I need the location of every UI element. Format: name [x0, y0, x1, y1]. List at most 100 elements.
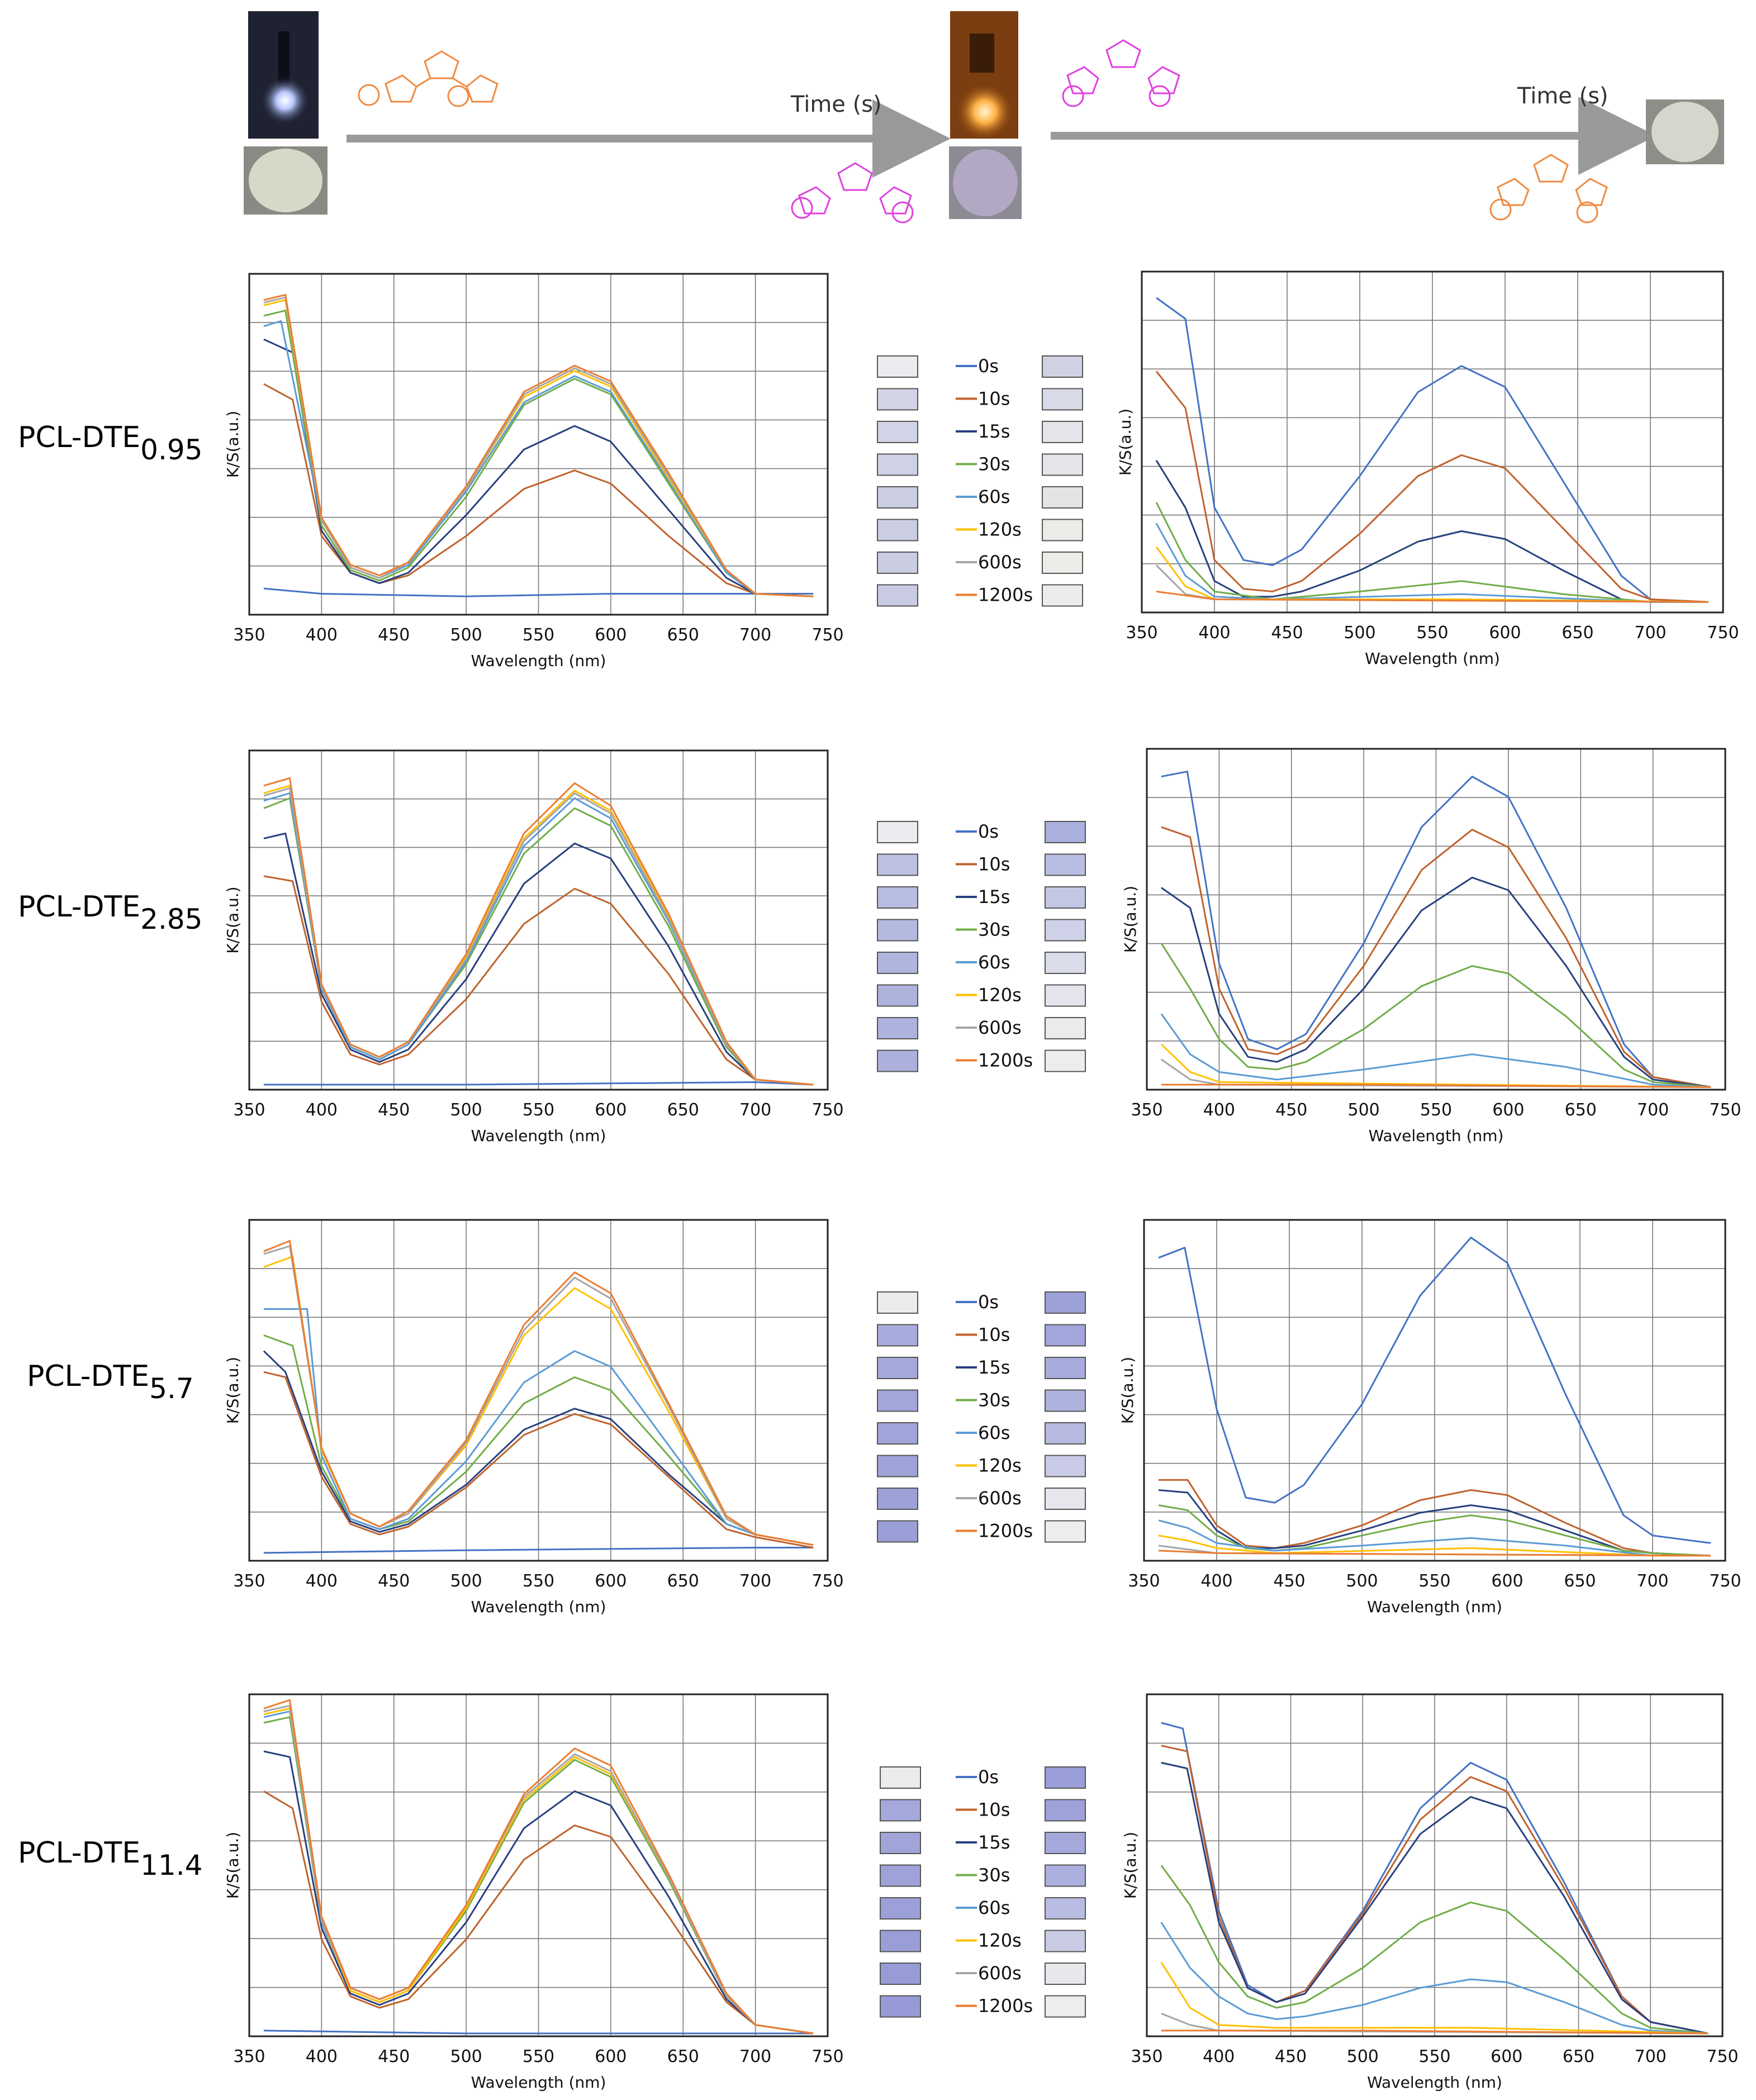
x-tick-label: 450	[378, 1571, 410, 1591]
fading-chart-5.7: 350 400 450 500 550 600 650 700 750 Wavelength (n…	[1118, 1219, 1741, 1616]
series-line-0s	[263, 2030, 814, 2035]
plot-frame	[248, 1693, 829, 2037]
coloring-swatches-2.85	[877, 821, 918, 1072]
x-tick-label: 600	[595, 2047, 627, 2066]
color-swatch	[877, 421, 918, 443]
sample-label: PCL-DTE2.85	[18, 890, 202, 935]
legend-label: 15s	[978, 1832, 1010, 1853]
coloring-chart-2.85: 350 400 450 500 550 600 650 700 750 Wavelength (n…	[224, 749, 844, 1145]
legend-5.7: 0s 10s 15s 30s 60s 120s 600s 1200s	[956, 1291, 1033, 1542]
x-tick-label: 550	[523, 2047, 554, 2066]
x-tick-label: 700	[739, 1571, 771, 1591]
y-axis-label: K/S(a.u.)	[1121, 886, 1140, 953]
x-tick-label: 600	[595, 625, 627, 645]
x-tick-label: 650	[1562, 623, 1593, 643]
legend-label: 1200s	[978, 1996, 1033, 2017]
legend-label: 30s	[978, 1865, 1010, 1886]
x-tick-label: 450	[378, 2047, 410, 2066]
color-swatch	[1042, 453, 1083, 476]
series-line-10s	[1155, 370, 1709, 603]
legend-label: 15s	[978, 421, 1010, 442]
legend-entry: 15s	[956, 886, 1010, 908]
sample-label: PCL-DTE5.7	[27, 1360, 194, 1405]
x-axis-label: Wavelength (nm)	[1367, 2073, 1502, 2092]
header: Time (s) Time (s)	[244, 11, 1724, 224]
molecule-closed-form-icon-2	[1062, 39, 1180, 107]
x-tick-label: 750	[811, 625, 843, 645]
color-swatch	[877, 1017, 918, 1039]
series-line-30s	[263, 1334, 814, 1546]
color-swatch	[1045, 919, 1086, 942]
coloring-chart-0.95: 350 400 450 500 550 600 650 700 750 Wavelength (n…	[224, 273, 844, 670]
color-swatch	[880, 1995, 921, 2018]
x-axis-label: Wavelength (nm)	[471, 1127, 606, 1145]
series-line-600s	[263, 787, 814, 1086]
x-axis-label: Wavelength (nm)	[471, 652, 606, 670]
x-tick-label: 750	[1709, 1100, 1741, 1120]
legend-label: 15s	[978, 1357, 1010, 1378]
x-tick-label: 550	[523, 1100, 554, 1120]
series-line-10s	[263, 1790, 814, 2035]
color-swatch	[880, 1766, 921, 1789]
legend-label: 60s	[978, 486, 1010, 507]
color-swatch	[877, 453, 918, 476]
series-line-60s	[1160, 1922, 1708, 2035]
fading-chart-0.95: 350 400 450 500 550 600 650 700 750 Wavelength (n…	[1116, 270, 1739, 668]
x-tick-label: 750	[811, 1100, 843, 1120]
x-tick-label: 350	[1131, 1100, 1162, 1120]
sample-disc-faded-photo	[1646, 99, 1724, 164]
legend-label: 60s	[978, 1897, 1010, 1918]
coloring-swatches-0.95	[877, 355, 918, 607]
x-tick-label: 350	[1128, 1571, 1160, 1591]
legend-label: 120s	[978, 1455, 1022, 1476]
color-swatch	[877, 821, 918, 843]
color-swatch	[1045, 821, 1086, 843]
legend-label: 0s	[978, 821, 999, 842]
x-tick-label: 650	[667, 1571, 699, 1591]
legend-entry: 0s	[956, 355, 999, 377]
legend-label: 1200s	[978, 585, 1033, 606]
legend-entry: 120s	[956, 1930, 1022, 1951]
x-tick-label: 750	[1706, 2047, 1738, 2066]
x-tick-label: 450	[1275, 2047, 1307, 2066]
x-tick-label: 600	[1492, 1100, 1524, 1120]
x-tick-label: 750	[811, 2047, 843, 2066]
coloring-swatches-11.4	[880, 1766, 921, 2018]
x-tick-label: 650	[1564, 1571, 1596, 1591]
fading-swatches-11.4	[1045, 1766, 1086, 2018]
color-swatch	[1045, 1049, 1086, 1072]
legend-entry: 30s	[956, 919, 1010, 940]
color-swatch	[1045, 1799, 1086, 1822]
legend-entry: 60s	[956, 1422, 1010, 1443]
x-tick-label: 600	[1491, 2047, 1522, 2066]
x-tick-label: 350	[233, 2047, 265, 2066]
series-line-15s	[263, 1350, 814, 1546]
legend-entry: 15s	[956, 421, 1010, 442]
legend-label: 10s	[978, 1799, 1010, 1821]
x-tick-label: 700	[1636, 1571, 1668, 1591]
x-tick-label: 550	[1416, 623, 1448, 643]
color-swatch	[877, 486, 918, 509]
series-line-120s	[1160, 1961, 1708, 2035]
legend-label: 15s	[978, 886, 1010, 908]
x-tick-label: 600	[1491, 1571, 1523, 1591]
legend-entry: 15s	[956, 1357, 1010, 1378]
color-swatch	[877, 919, 918, 942]
legend-label: 600s	[978, 1963, 1022, 1984]
color-swatch	[880, 1963, 921, 1985]
color-swatch	[877, 1422, 918, 1445]
legend-entry: 120s	[956, 1455, 1022, 1476]
x-tick-label: 500	[1344, 623, 1375, 643]
legend-entry: 30s	[956, 1865, 1010, 1886]
x-axis-label: Wavelength (nm)	[1365, 649, 1500, 668]
x-tick-label: 750	[811, 1571, 843, 1591]
x-tick-label: 450	[378, 625, 410, 645]
x-tick-label: 500	[1347, 2047, 1379, 2066]
x-tick-label: 600	[1489, 623, 1521, 643]
plot-frame	[248, 273, 829, 616]
x-tick-label: 400	[1200, 1571, 1232, 1591]
x-tick-label: 650	[667, 625, 699, 645]
x-tick-label: 700	[739, 625, 771, 645]
legend-2.85: 0s 10s 15s 30s 60s 120s 600s 1200s	[956, 821, 1033, 1071]
x-tick-label: 450	[1271, 623, 1303, 643]
